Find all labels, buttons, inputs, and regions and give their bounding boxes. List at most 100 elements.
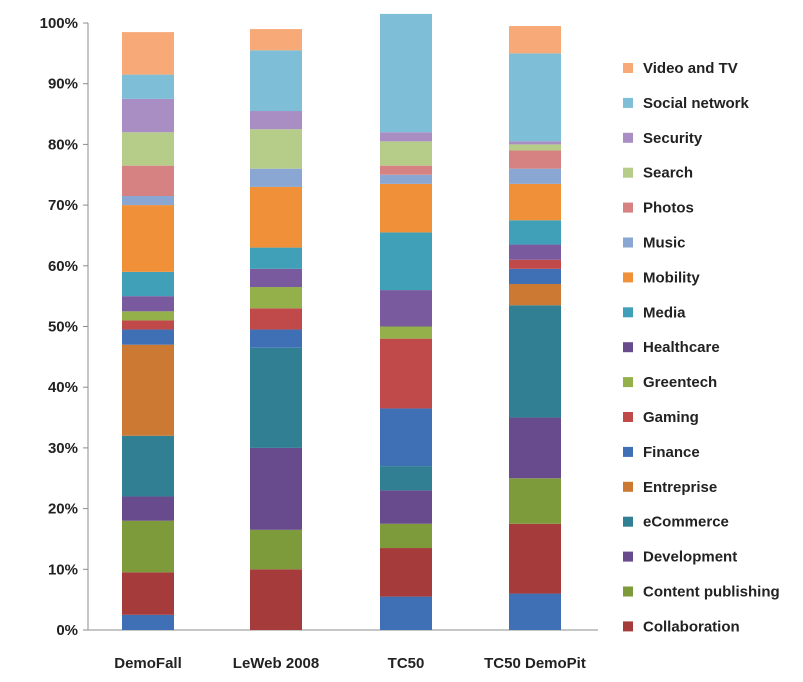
bar-segment — [250, 29, 302, 51]
legend-swatch — [623, 551, 633, 562]
legend-swatch — [623, 132, 633, 143]
bar-segment — [509, 284, 561, 306]
legend-label: Greentech — [643, 374, 717, 391]
y-tick-label: 70% — [48, 197, 78, 214]
bar-segment — [380, 174, 432, 184]
y-tick-label: 60% — [48, 258, 78, 275]
legend-swatch — [623, 307, 633, 318]
legend-swatch — [623, 272, 633, 283]
x-tick-label: LeWeb 2008 — [233, 655, 319, 672]
bar-segment — [380, 490, 432, 524]
legend-label: Security — [643, 130, 703, 147]
bar-segment — [380, 523, 432, 549]
bar-segment — [122, 132, 174, 166]
bar-segment — [509, 53, 561, 142]
bar-segment — [122, 205, 174, 272]
bar-segment — [380, 141, 432, 166]
legend-swatch — [623, 412, 633, 422]
bar-segment — [122, 572, 174, 615]
bar-segment — [380, 326, 432, 339]
bar-segment — [122, 98, 174, 133]
legend: Video and TV Social network Security Search… — [623, 60, 780, 635]
y-tick-label: 90% — [48, 76, 78, 93]
legend-swatch — [623, 237, 633, 248]
y-tick-label: 50% — [48, 319, 78, 336]
legend-label: eCommerce — [643, 514, 729, 531]
legend-label: Development — [643, 549, 737, 566]
x-tick-label: DemoFall — [114, 655, 182, 672]
bar-segment — [122, 614, 174, 630]
x-tick-label: TC50 DemoPit — [484, 655, 586, 672]
legend-swatch — [623, 446, 633, 457]
legend-label: Photos — [643, 200, 694, 217]
legend-label: Media — [643, 304, 686, 321]
y-tick-label: 0% — [56, 622, 78, 639]
legend-swatch — [623, 167, 633, 178]
y-tick-label: 10% — [48, 561, 78, 578]
bar-segment — [122, 165, 174, 196]
bar-segment — [122, 32, 174, 75]
bar-segment — [509, 144, 561, 151]
bar-segment — [122, 311, 174, 321]
bar-segment — [380, 13, 432, 133]
bar-segment — [122, 435, 174, 497]
bar-segment — [250, 569, 302, 630]
bar-segment — [380, 338, 432, 409]
y-tick-label: 30% — [48, 440, 78, 457]
bar-segment — [250, 168, 302, 187]
bar-segment — [122, 271, 174, 297]
legend-label: Finance — [643, 444, 700, 461]
legend-swatch — [623, 97, 633, 108]
bar-segment — [122, 344, 174, 436]
legend-label: Music — [643, 235, 686, 252]
bar-segment — [380, 165, 432, 175]
legend-swatch — [623, 516, 633, 527]
y-tick-label: 80% — [48, 136, 78, 153]
legend-label: Entreprise — [643, 479, 717, 496]
bar-segment — [380, 466, 432, 491]
axes: 0% 10% 20% 30% 40% 50% 60% 70% 80% 90% 100% DemoFal… — [40, 15, 598, 672]
bar-segment — [380, 408, 432, 467]
bar-segment — [509, 220, 561, 245]
bar-segment — [509, 268, 561, 285]
legend-label: Collaboration — [643, 618, 740, 635]
bar-segment — [250, 308, 302, 330]
legend-label: Healthcare — [643, 339, 720, 356]
bar-segment — [380, 132, 432, 142]
bar-segment — [250, 247, 302, 269]
legend-label: Video and TV — [643, 60, 738, 77]
bar-segment — [380, 232, 432, 291]
bar-segment — [509, 150, 561, 169]
bar-segment — [250, 186, 302, 248]
bar-segment — [509, 478, 561, 524]
bar-segment — [250, 347, 302, 448]
legend-swatch — [623, 202, 633, 213]
legend-swatch — [623, 621, 633, 632]
bar-segment — [122, 320, 174, 330]
bar-segment — [509, 417, 561, 479]
legend-swatch — [623, 63, 633, 73]
bar-segment — [122, 74, 174, 99]
legend-swatch — [623, 342, 633, 353]
bar-segment — [250, 268, 302, 288]
legend-label: Search — [643, 165, 693, 182]
bar-segment — [250, 329, 302, 348]
legend-label: Mobility — [643, 269, 700, 286]
bar-segment — [122, 195, 174, 206]
y-tick-label: 20% — [48, 501, 78, 518]
bar-segment — [250, 129, 302, 169]
bar-segment — [122, 329, 174, 345]
bar-segment — [122, 496, 174, 521]
legend-label: Content publishing — [643, 584, 780, 601]
bar-segment — [509, 141, 561, 145]
bar-segment — [122, 520, 174, 573]
legend-swatch — [623, 377, 633, 388]
legend-swatch — [623, 586, 633, 597]
x-tick-label: TC50 — [388, 655, 425, 672]
legend-label: Social network — [643, 95, 750, 112]
bars — [122, 13, 561, 630]
bar-segment — [509, 183, 561, 221]
y-tick-label: 40% — [48, 379, 78, 396]
y-tick-label: 100% — [40, 15, 78, 32]
